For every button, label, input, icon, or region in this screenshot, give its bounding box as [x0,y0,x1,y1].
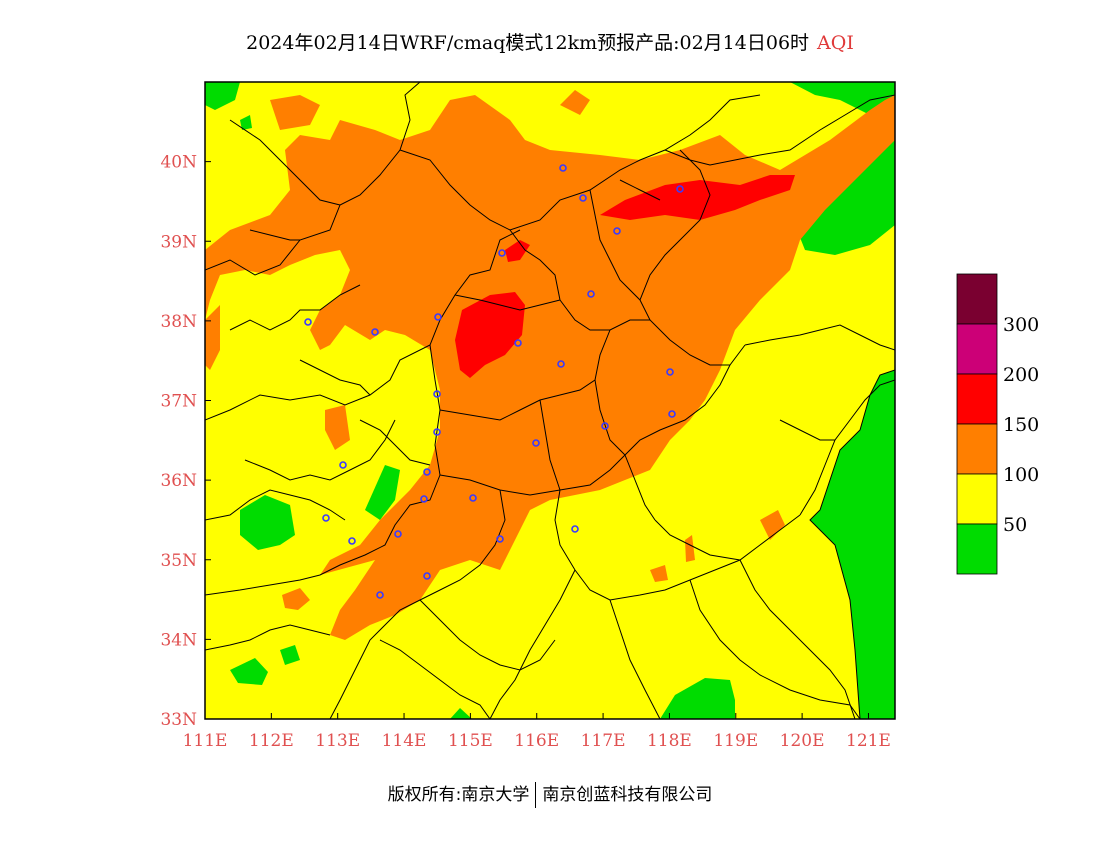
copyright-left: 版权所有:南京大学 [387,785,530,805]
city-marker [668,410,676,418]
x-tick-label: 113E [315,731,360,751]
city-marker [371,328,379,336]
city-marker [348,537,356,545]
aqi-light-area-east [760,510,785,540]
legend-label: 50 [1003,514,1027,536]
city-marker [394,530,402,538]
boundary-lines [205,82,895,719]
aqi-light-area-sw [282,588,310,610]
city-marker [322,514,330,522]
copyright-footer: 版权所有:南京大学 南京创蓝科技有限公司 [0,780,1100,808]
city-marker [666,368,674,376]
aqi-medium-area-baoding [505,240,530,262]
aqi-good-area-sea [810,370,895,719]
city-marker [339,461,347,469]
city-marker [532,439,540,447]
legend-label: 100 [1003,464,1039,486]
aqi-good-area-small4 [450,708,472,719]
city-marker [571,525,579,533]
city-marker [587,290,595,298]
city-markers [304,164,684,599]
y-tick-label: 38N [160,312,197,332]
legend-swatch [956,273,998,325]
legend-label: 300 [1003,314,1039,336]
aqi-good-area-bohai [795,140,895,255]
city-marker [498,249,506,257]
aqi-good-area-sw [230,658,268,685]
aqi-light-area-south2 [685,535,695,562]
title-variable: AQI [817,32,854,54]
legend-label: 150 [1003,414,1039,436]
city-marker [601,422,609,430]
legend-swatch [956,423,998,475]
x-tick-label: 118E [647,731,692,751]
city-marker [514,339,522,347]
y-tick-label: 39N [160,232,197,252]
city-marker [433,390,441,398]
y-tick-label: 33N [160,710,197,730]
city-marker [420,495,428,503]
city-marker [559,164,567,172]
aqi-good-area-small3 [280,645,300,665]
y-axis: 33N 34N 35N 36N 37N 38N 39N 40N [160,153,211,730]
aqi-light-area-west2 [325,405,350,450]
footer-separator [535,782,537,808]
x-tick-label: 120E [780,731,825,751]
x-tick-label: 112E [249,731,294,751]
legend-swatch [956,523,998,575]
legend-swatch [956,323,998,375]
legend-label: 200 [1003,364,1039,386]
x-tick-label: 115E [448,731,493,751]
x-tick-label: 121E [846,731,891,751]
legend: 300 200 150 100 50 [956,273,1039,575]
aqi-field [205,82,895,719]
city-marker [423,468,431,476]
city-marker [434,313,442,321]
title-main: 2024年02月14日WRF/cmaq模式12km预报产品:02月14日06时 [246,32,810,54]
aqi-good-area-south [660,678,735,719]
aqi-medium-area-shijiazhuang [455,292,525,378]
city-marker [304,318,312,326]
x-tick-label: 119E [713,731,758,751]
aqi-good-area-nw [205,82,240,110]
y-tick-label: 37N [160,392,197,412]
legend-swatch [956,473,998,525]
aqi-light-area-main [205,95,895,640]
city-marker [613,227,621,235]
city-marker [496,535,504,543]
aqi-good-area-west [240,495,295,550]
copyright-right: 南京创蓝科技有限公司 [542,785,713,805]
city-marker [423,572,431,580]
x-axis: 111E 112E 113E 114E 115E 116E 117E 118E 119E 120E… [183,713,891,751]
x-tick-label: 117E [581,731,626,751]
aqi-light-area-south [650,565,668,582]
y-tick-label: 34N [160,630,197,650]
x-tick-label: 114E [382,731,427,751]
aqi-light-area-north2 [560,90,590,115]
x-tick-label: 111E [183,731,228,751]
aqi-good-area-small5 [240,115,252,130]
coastline [809,369,895,719]
legend-swatch [956,373,998,425]
city-marker [557,360,565,368]
city-marker [433,428,441,436]
city-marker [579,194,587,202]
aqi-light-area-north1 [270,95,320,130]
city-marker [469,494,477,502]
aqi-good-area-small2 [365,465,400,520]
y-tick-label: 35N [160,551,197,571]
map-title: 2024年02月14日WRF/cmaq模式12km预报产品:02月14日06时 A… [0,28,1100,55]
city-marker [376,591,384,599]
city-marker [676,185,684,193]
y-tick-label: 36N [160,471,197,491]
x-tick-label: 116E [514,731,559,751]
aqi-medium-area-tianjin [600,175,795,220]
y-tick-label: 40N [160,153,197,173]
aqi-good-area-ne [790,82,895,135]
